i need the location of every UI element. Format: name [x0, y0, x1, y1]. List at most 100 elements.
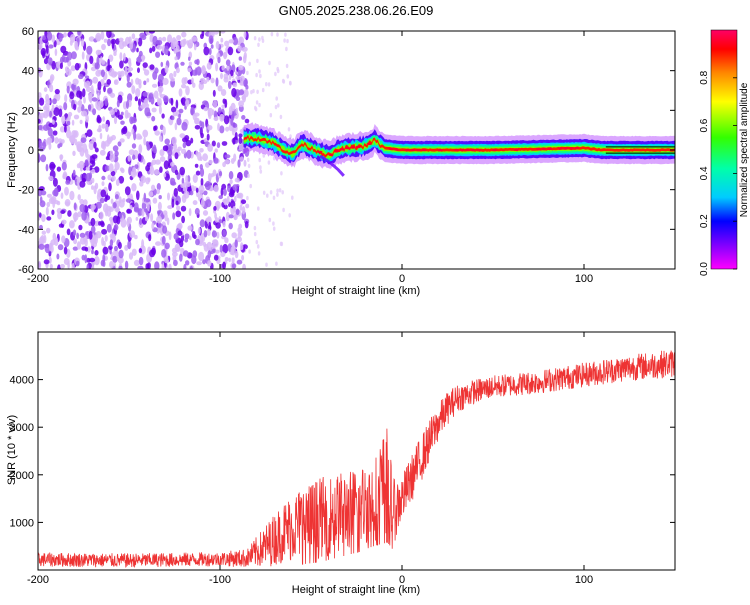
noise-blob — [92, 108, 97, 116]
noise-blob — [72, 212, 79, 221]
noise-blob — [141, 208, 145, 217]
noise-blob — [200, 178, 204, 186]
noise-blob — [52, 177, 58, 187]
noise-blob — [223, 204, 228, 210]
noise-blob-faint — [286, 74, 290, 79]
noise-blob — [195, 187, 199, 193]
noise-blob — [63, 32, 67, 38]
snr-panel: -200 -100 0 100 1000 2000 3000 4000 Height of … — [6, 331, 676, 596]
noise-blob — [126, 208, 131, 214]
noise-blob — [159, 156, 166, 162]
noise-blob — [199, 219, 206, 228]
noise-blob — [43, 58, 49, 65]
noise-blob — [215, 62, 219, 72]
noise-blob — [220, 251, 226, 258]
noise-blob — [196, 58, 200, 66]
figure-title: GN05.2025.238.06.26.E09 — [279, 3, 434, 18]
noise-blob — [199, 164, 203, 170]
noise-blob — [228, 110, 233, 116]
noise-blob — [159, 166, 163, 173]
noise-blob-faint — [255, 100, 259, 105]
ridge-hotspot — [541, 147, 547, 151]
noise-blob — [125, 198, 132, 203]
noise-blob — [76, 90, 82, 98]
noise-blob — [84, 247, 89, 252]
noise-blob — [126, 74, 130, 83]
noise-blob — [93, 141, 97, 149]
noise-blob — [213, 206, 217, 211]
noise-blob — [106, 31, 112, 39]
noise-blob — [66, 56, 69, 63]
noise-blob — [68, 111, 73, 117]
noise-blob — [232, 184, 238, 191]
noise-blob — [175, 67, 180, 74]
noise-blob — [110, 218, 114, 226]
noise-blob — [74, 138, 78, 146]
noise-blob — [224, 154, 231, 159]
noise-blob — [211, 109, 215, 115]
noise-blob — [88, 172, 93, 180]
noise-blob — [103, 85, 106, 93]
noise-blob — [130, 116, 137, 124]
noise-blob — [231, 257, 235, 264]
noise-blob — [136, 190, 140, 201]
noise-blob-faint — [285, 46, 288, 52]
noise-blob — [174, 122, 178, 131]
snr-y-tick-label: 3000 — [10, 422, 34, 434]
noise-blob — [191, 231, 196, 239]
noise-blob — [230, 69, 234, 77]
noise-blob — [128, 61, 132, 68]
noise-blob — [234, 250, 239, 259]
noise-blob — [141, 201, 147, 211]
noise-blob-faint — [272, 156, 276, 161]
noise-blob — [73, 114, 80, 120]
noise-blob — [210, 77, 215, 84]
noise-blob-faint — [268, 60, 271, 66]
noise-blob — [113, 79, 117, 85]
ridge-hotspot — [557, 147, 563, 150]
noise-blob-faint — [281, 190, 285, 195]
noise-blob — [218, 170, 223, 177]
noise-blob-faint — [258, 37, 261, 42]
noise-blob — [202, 153, 209, 162]
noise-blob — [71, 262, 75, 269]
noise-blob — [143, 80, 147, 86]
noise-blob — [171, 106, 177, 113]
noise-blob — [180, 205, 187, 212]
ridge-hotspot — [421, 148, 427, 152]
noise-blob — [192, 200, 198, 206]
ridge-hotspot — [410, 148, 416, 152]
ridge-hotspot — [492, 148, 498, 152]
noise-blob — [46, 201, 51, 208]
noise-blob — [64, 124, 67, 133]
noise-blob — [117, 71, 123, 76]
noise-blob — [118, 265, 123, 269]
noise-blob — [107, 174, 112, 181]
noise-blob — [161, 36, 167, 42]
noise-blob — [88, 104, 91, 112]
noise-blob-faint — [272, 221, 275, 226]
noise-blob — [64, 199, 71, 207]
snr-x-tick-label: -200 — [27, 574, 49, 586]
noise-blob-faint — [262, 153, 266, 158]
noise-blob — [223, 51, 228, 60]
noise-blob — [89, 155, 96, 164]
noise-blob — [234, 239, 238, 248]
noise-blob — [155, 51, 161, 58]
noise-blob — [79, 180, 86, 188]
noise-blob — [78, 73, 84, 80]
noise-blob — [39, 112, 46, 118]
noise-blob — [170, 77, 175, 82]
spectrogram-y-tick-label: -20 — [18, 185, 34, 197]
noise-blob — [245, 203, 250, 209]
noise-blob — [244, 147, 250, 157]
noise-blob — [224, 159, 230, 165]
noise-blob — [240, 242, 244, 251]
noise-blob — [106, 79, 112, 85]
noise-blob — [215, 77, 219, 87]
noise-blob — [232, 137, 236, 145]
noise-blob — [66, 228, 71, 236]
noise-blob — [74, 40, 79, 50]
noise-blob — [178, 240, 184, 248]
noise-blob — [39, 224, 43, 230]
